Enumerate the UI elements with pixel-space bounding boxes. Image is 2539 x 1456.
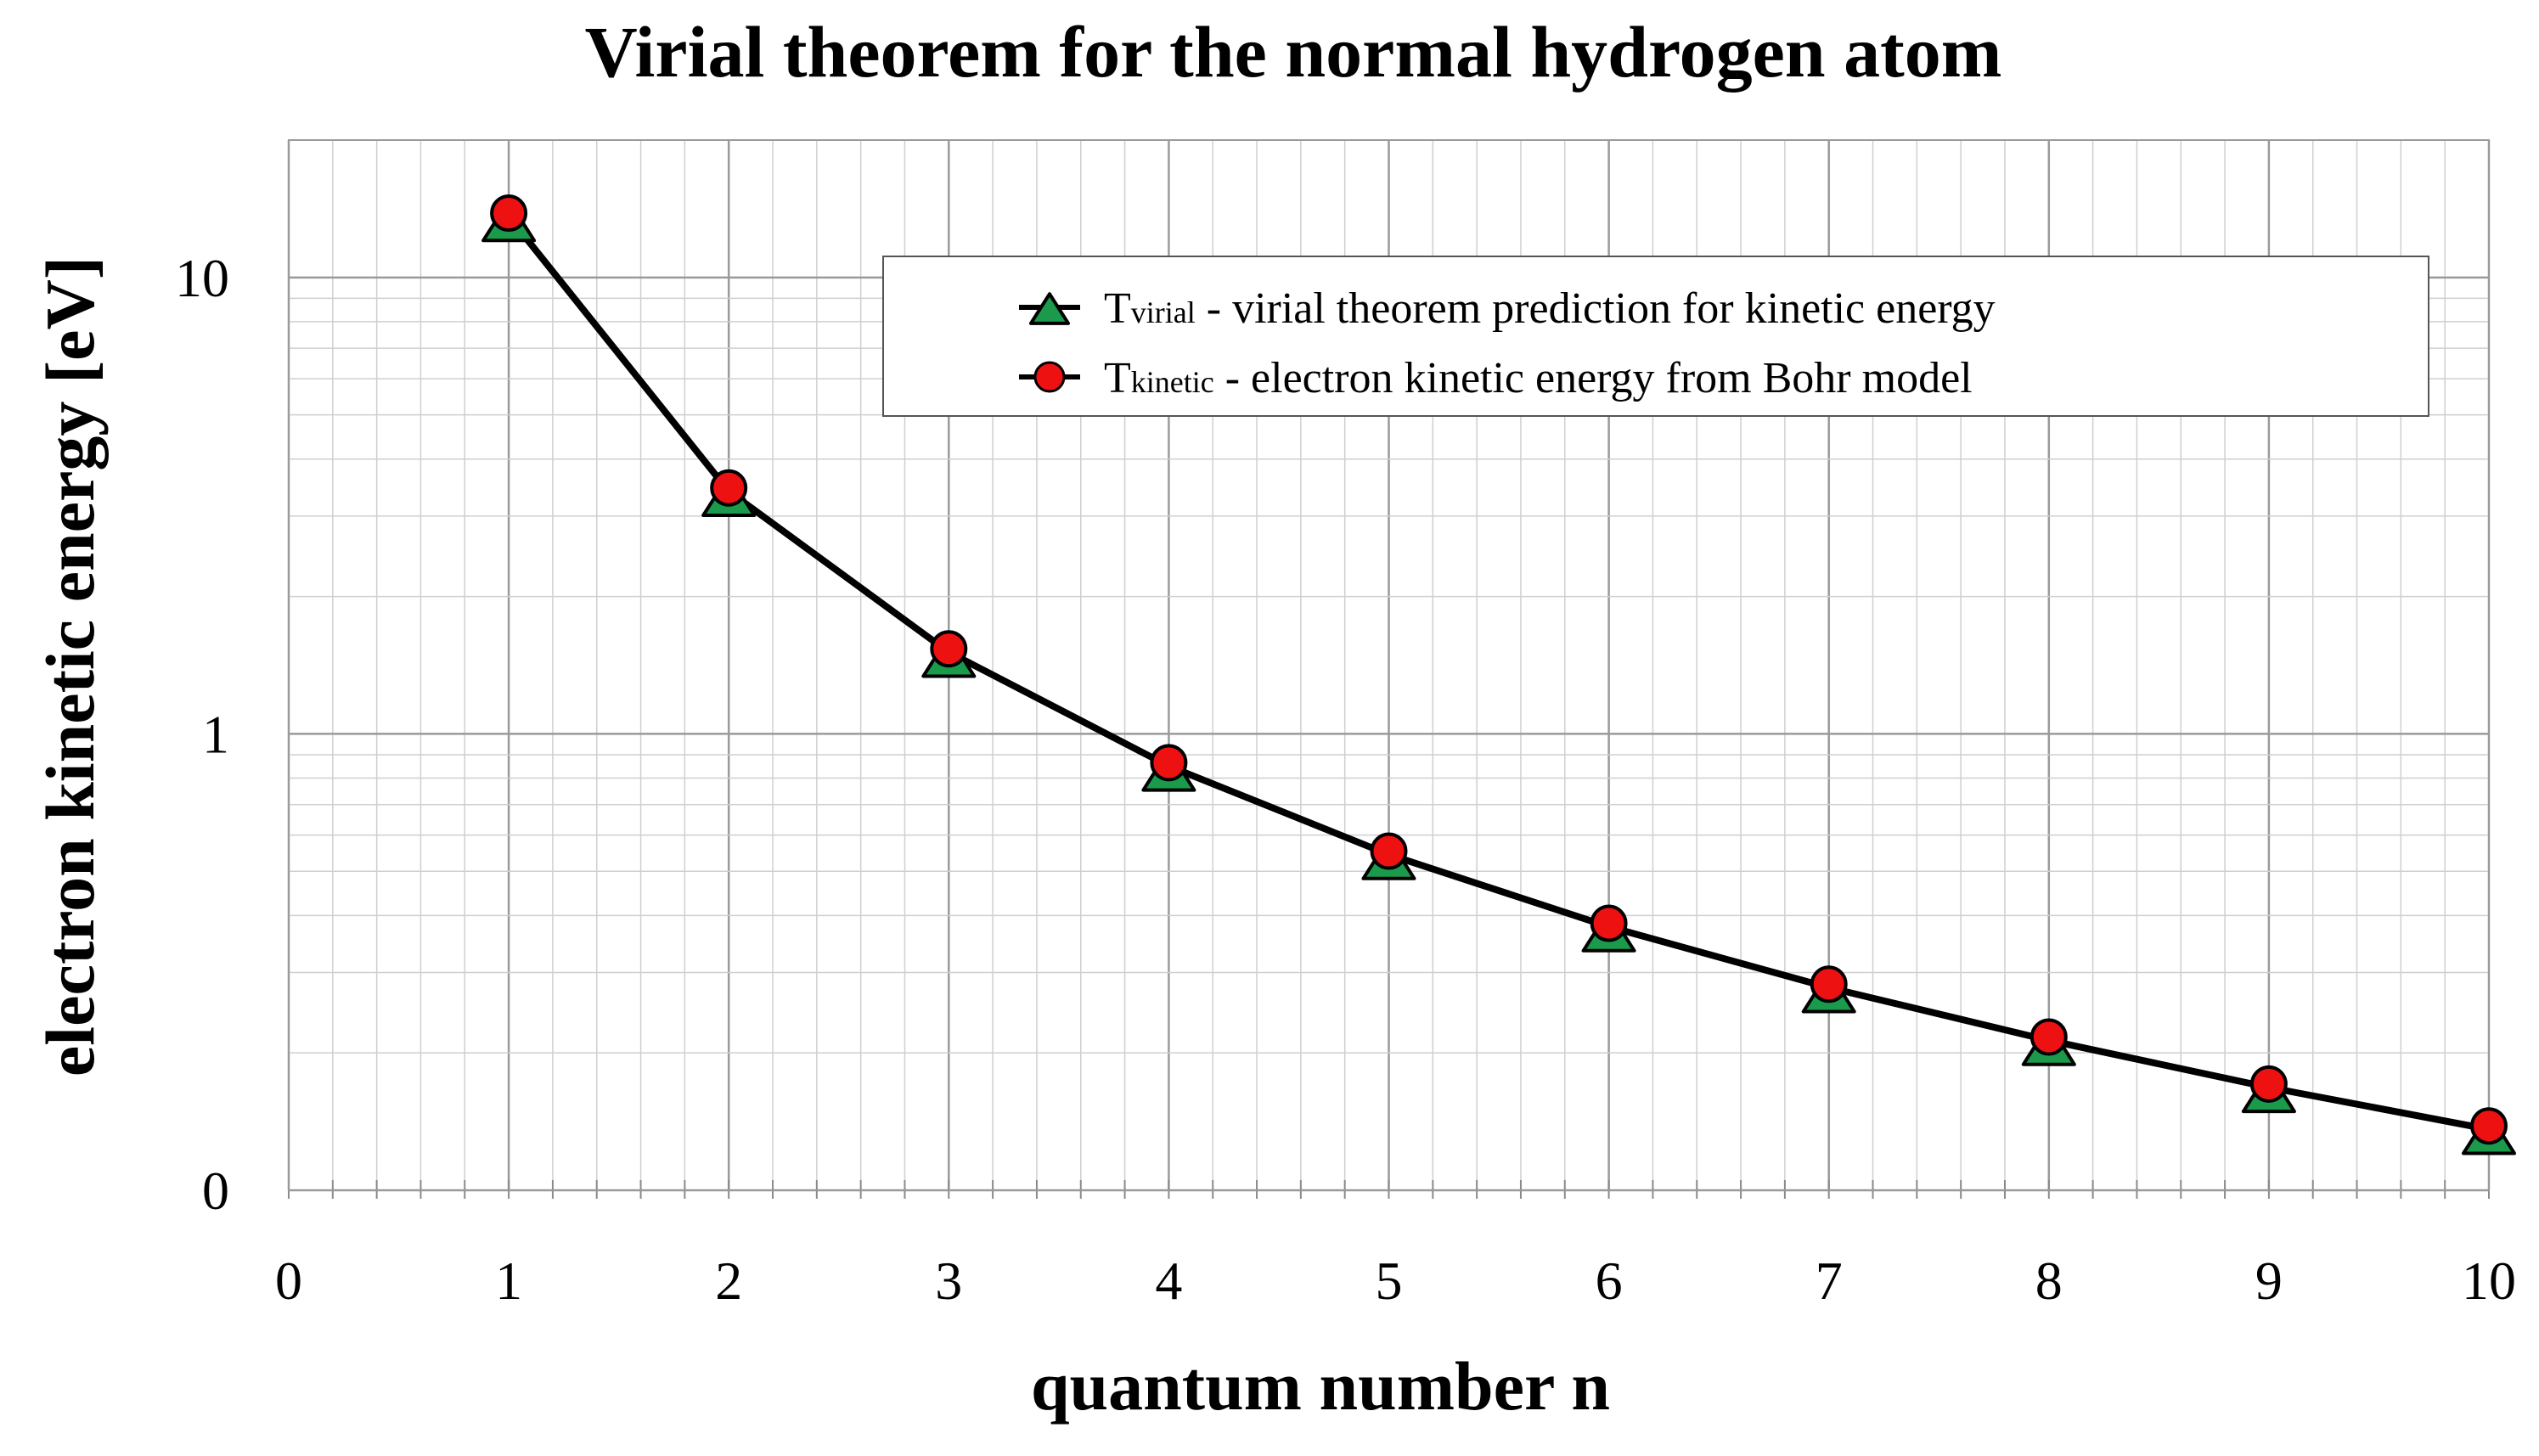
x-ticks: 0 1 2 3 4 5 6 7 8 9 10 (275, 1251, 2516, 1311)
circle-marker (1150, 744, 1188, 782)
circle-marker (2030, 1018, 2068, 1056)
circle-marker (930, 630, 968, 668)
circle-marker (1590, 904, 1628, 942)
series-group (481, 194, 2516, 1155)
x-tick-label: 0 (275, 1251, 302, 1311)
circle-marker (1370, 832, 1408, 870)
x-tick-label: 5 (1376, 1251, 1403, 1311)
x-tick-label: 6 (1596, 1251, 1623, 1311)
x-tick-label: 4 (1155, 1251, 1182, 1311)
y-tick-label: 10 (175, 248, 229, 308)
circle-marker (710, 469, 748, 507)
chart-title: Virial theorem for the normal hydrogen a… (585, 11, 2002, 93)
x-tick-label: 9 (2255, 1251, 2283, 1311)
x-tick-label: 3 (935, 1251, 962, 1311)
x-tick-label: 1 (495, 1251, 522, 1311)
y-tick-label: 0 (202, 1161, 229, 1221)
x-tick-label: 7 (1816, 1251, 1843, 1311)
circle-marker (490, 194, 528, 233)
legend-label: Tvirial - virial theorem prediction for … (1104, 284, 1996, 333)
circle-marker (2470, 1107, 2508, 1145)
plot-border (288, 139, 2490, 1191)
x-tick-label: 8 (2035, 1251, 2063, 1311)
y-tick-label: 1 (202, 704, 229, 764)
x-tick-label: 2 (715, 1251, 742, 1311)
legend-circle-marker (1033, 361, 1066, 393)
legend-box (882, 256, 2429, 417)
triangle-marker (1029, 292, 1070, 325)
y-axis-title: electron kinetic energy [eV] (31, 256, 109, 1077)
circle-marker (1810, 965, 1848, 1003)
series-line (505, 214, 2490, 1133)
legend: Tvirial - virial theorem prediction for … (882, 256, 2429, 417)
x-tick-label: 10 (2462, 1251, 2516, 1311)
x-axis-title: quantum number n (1031, 1347, 1610, 1425)
circle-marker (2249, 1065, 2288, 1103)
y-ticks: 0 1 10 (175, 248, 229, 1221)
legend-label: Tkinetic - electron kinetic energy from … (1104, 354, 1973, 402)
